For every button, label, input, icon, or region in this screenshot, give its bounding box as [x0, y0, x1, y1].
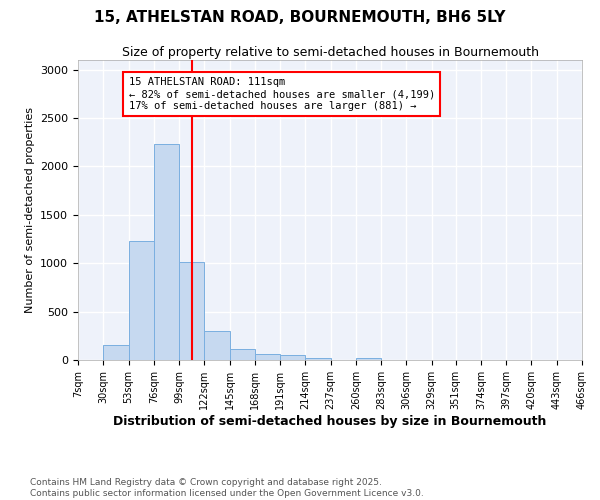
- Text: Contains HM Land Registry data © Crown copyright and database right 2025.
Contai: Contains HM Land Registry data © Crown c…: [30, 478, 424, 498]
- Title: Size of property relative to semi-detached houses in Bournemouth: Size of property relative to semi-detach…: [121, 46, 539, 59]
- Bar: [103, 346, 128, 360]
- Bar: [230, 350, 255, 360]
- Bar: [305, 358, 331, 360]
- Bar: [204, 331, 230, 360]
- X-axis label: Distribution of semi-detached houses by size in Bournemouth: Distribution of semi-detached houses by …: [113, 414, 547, 428]
- Text: 15, ATHELSTAN ROAD, BOURNEMOUTH, BH6 5LY: 15, ATHELSTAN ROAD, BOURNEMOUTH, BH6 5LY: [94, 10, 506, 25]
- Y-axis label: Number of semi-detached properties: Number of semi-detached properties: [25, 107, 35, 313]
- Bar: [356, 358, 381, 360]
- Bar: [280, 355, 305, 360]
- Bar: [154, 144, 179, 360]
- Bar: [255, 354, 280, 360]
- Bar: [179, 262, 204, 360]
- Text: 15 ATHELSTAN ROAD: 111sqm
← 82% of semi-detached houses are smaller (4,199)
17% : 15 ATHELSTAN ROAD: 111sqm ← 82% of semi-…: [128, 78, 435, 110]
- Bar: [128, 241, 154, 360]
